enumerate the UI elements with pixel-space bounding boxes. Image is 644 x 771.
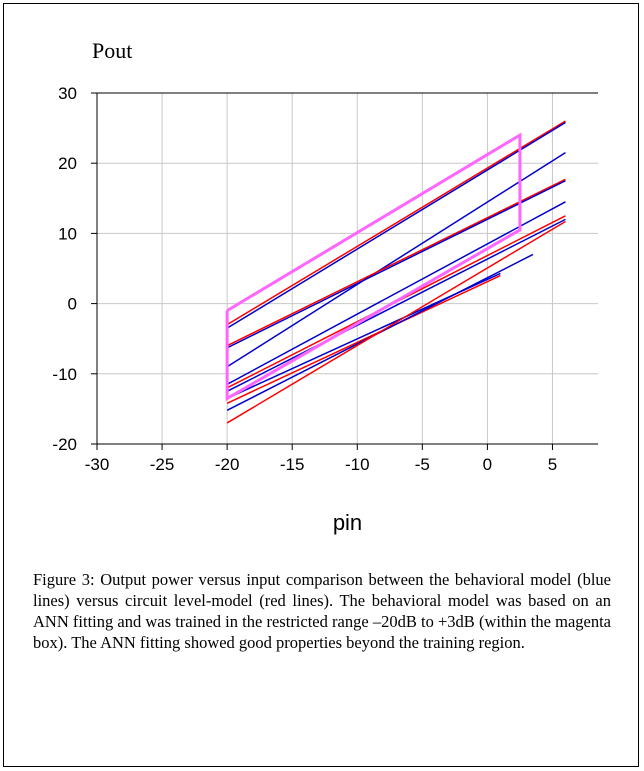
x-tick-label: 0 [483,455,492,474]
y-tick-labels: -20 -10 0 10 20 30 [52,84,97,454]
x-tick-label: -30 [85,455,110,474]
series-line [226,178,566,347]
x-tick-label: -25 [150,455,175,474]
series-line [226,152,566,368]
output-power-chart: -30 -25 -20 -15 -10 -5 0 5 -20 -10 0 10 20 30 pin [52,84,598,535]
x-tick-label: -5 [415,455,430,474]
y-tick-label: 10 [58,224,77,243]
x-axis-label: pin [333,510,362,535]
series-line [226,121,566,329]
series-line [226,180,566,349]
training-region-box [225,132,522,401]
y-tick-label: -20 [52,435,77,454]
y-tick-label: -10 [52,365,77,384]
x-tick-labels: -30 -25 -20 -15 -10 -5 0 5 [85,444,557,474]
grid-lines [97,93,598,444]
x-tick-label: -15 [280,455,305,474]
series-lines [226,120,566,424]
x-tick-label: -10 [345,455,370,474]
y-tick-label: 0 [68,295,77,314]
series-line [226,218,566,393]
x-tick-label: -20 [215,455,240,474]
series-line [226,201,566,385]
figure-frame [3,3,639,767]
series-line [226,220,566,424]
y-tick-label: 30 [58,84,77,103]
series-line [226,274,501,404]
figure-caption: Figure 3: Output power versus input comp… [33,570,611,652]
training-region-outline [225,132,522,401]
series-line [226,120,566,326]
y-tick-label: 20 [58,154,77,173]
x-tick-label: 5 [548,455,557,474]
y-axis-label: Pout [92,38,133,63]
axes [96,92,598,445]
